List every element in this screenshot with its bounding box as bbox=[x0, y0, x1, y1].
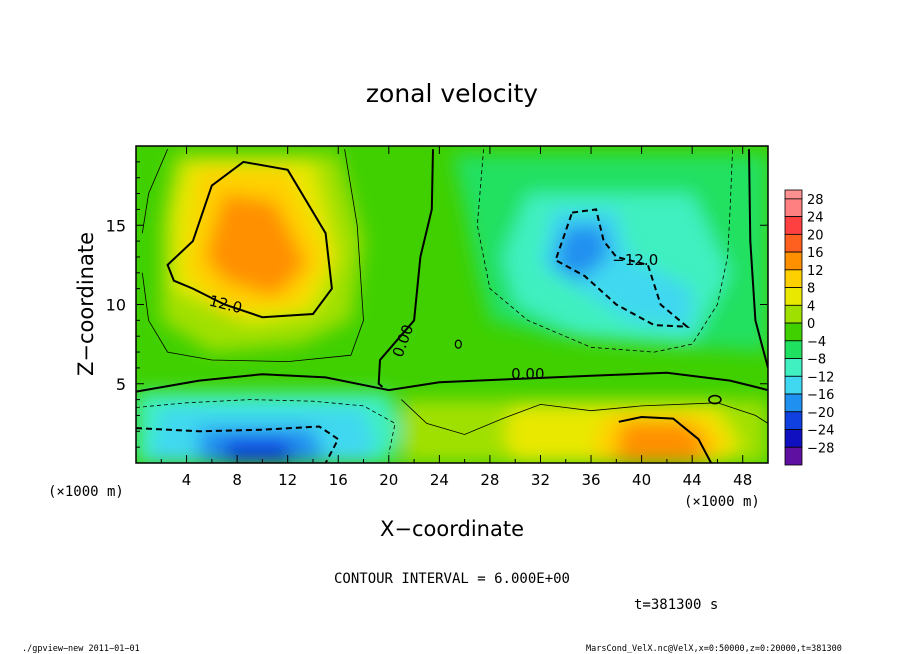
colorbar-cell bbox=[784, 375, 803, 395]
colorbar-cell bbox=[784, 233, 803, 253]
x-tick-label: 28 bbox=[480, 471, 499, 489]
colorbar-cell bbox=[784, 446, 803, 466]
contour-plus12-left bbox=[166, 160, 333, 319]
colorbar-cell bbox=[784, 269, 803, 288]
y-tick-label: 15 bbox=[106, 216, 126, 235]
x-tick-label: 44 bbox=[683, 471, 702, 489]
x-tick-label: 4 bbox=[182, 471, 192, 489]
colorbar-label: 16 bbox=[807, 246, 824, 261]
contour-zero-mid bbox=[377, 149, 434, 388]
colorbar-cell bbox=[784, 304, 803, 324]
x-tick-label: 32 bbox=[531, 471, 550, 489]
x-tick-label: 40 bbox=[632, 471, 651, 489]
contour-plus12-right bbox=[618, 415, 712, 463]
colorbar-cell bbox=[784, 429, 803, 448]
colorbar-label: 28 bbox=[807, 193, 824, 208]
x-tick-label: 48 bbox=[733, 471, 752, 489]
contour-plus6-b bbox=[141, 149, 364, 363]
x-tick-label: 12 bbox=[278, 471, 297, 489]
contour-plus6-a bbox=[141, 149, 168, 234]
contour-minus6-upper bbox=[476, 149, 733, 353]
x-tick-label: 24 bbox=[430, 471, 449, 489]
colorbar-label: 20 bbox=[807, 228, 824, 243]
x-axis-label: X−coordinate bbox=[380, 517, 524, 541]
x-unit-left: (×1000 m) bbox=[48, 484, 124, 500]
footer-left: ./gpview−new 2011−01−01 bbox=[22, 644, 140, 654]
colorbar-cell bbox=[784, 251, 803, 271]
y-tick-label: 5 bbox=[116, 375, 126, 394]
colorbar-label: −28 bbox=[807, 441, 834, 456]
colorbar-label: 4 bbox=[807, 299, 815, 314]
colorbar-label: 24 bbox=[807, 211, 824, 226]
x-unit-right: (×1000 m) bbox=[684, 494, 760, 510]
colorbar-label: −4 bbox=[807, 335, 826, 350]
colorbar-label: 12 bbox=[807, 264, 824, 279]
colorbar: 28 24 20 16 12 8 4 0 −4 −8 −12 −16 −20 −24 −28 bbox=[784, 189, 834, 466]
colorbar-cell bbox=[784, 322, 803, 342]
contour-minus12 bbox=[554, 208, 691, 328]
contour-label: −12.0 bbox=[612, 251, 658, 269]
velocity-region-3 bbox=[205, 193, 307, 297]
y-tick-label: 10 bbox=[106, 296, 126, 315]
x-tick-label: 20 bbox=[379, 471, 398, 489]
colorbar-cell bbox=[784, 216, 803, 235]
colorbar-label: −8 bbox=[807, 353, 826, 368]
colorbar-label: 8 bbox=[807, 282, 815, 297]
contour-minus6-lower bbox=[136, 399, 396, 454]
colorbar-cell bbox=[784, 358, 803, 377]
colorbar-cell-top bbox=[784, 189, 803, 200]
y-axis-label: Z−coordinate bbox=[74, 232, 98, 376]
chart-title: zonal velocity bbox=[366, 79, 538, 108]
colorbar-label: −16 bbox=[807, 388, 834, 403]
x-tick-label: 16 bbox=[329, 471, 348, 489]
contour-minus12-lower bbox=[136, 425, 340, 463]
x-tick-label: 36 bbox=[581, 471, 600, 489]
time-label: t=381300 s bbox=[634, 597, 718, 613]
contour-zero-right bbox=[748, 149, 768, 369]
colorbar-cell bbox=[784, 287, 803, 306]
colorbar-label: −12 bbox=[807, 370, 834, 385]
contour-interval: CONTOUR INTERVAL = 6.000E+00 bbox=[334, 571, 570, 587]
contour-zero-lower bbox=[136, 371, 768, 393]
velocity-region-15 bbox=[616, 421, 712, 463]
contour-plus6-lower bbox=[401, 399, 768, 435]
contour-label: 0.00 bbox=[511, 365, 544, 383]
footer-right: MarsCond_VelX.nc@VelX,x=0:50000,z=0:2000… bbox=[586, 644, 842, 654]
colorbar-label: −24 bbox=[807, 424, 834, 439]
colorbar-label: −20 bbox=[807, 406, 834, 421]
x-tick-label: 8 bbox=[232, 471, 242, 489]
colorbar-label: 0 bbox=[807, 317, 815, 332]
velocity-region-11 bbox=[224, 439, 294, 463]
colorbar-cell bbox=[784, 393, 803, 413]
colorbar-cell bbox=[784, 340, 803, 359]
colorbar-cell bbox=[784, 198, 803, 218]
colorbar-cell bbox=[784, 411, 803, 430]
plot-area: 12.00.000.00−12.0 bbox=[136, 146, 768, 463]
contour-small-a bbox=[454, 339, 462, 349]
contour-small-b bbox=[708, 394, 722, 405]
